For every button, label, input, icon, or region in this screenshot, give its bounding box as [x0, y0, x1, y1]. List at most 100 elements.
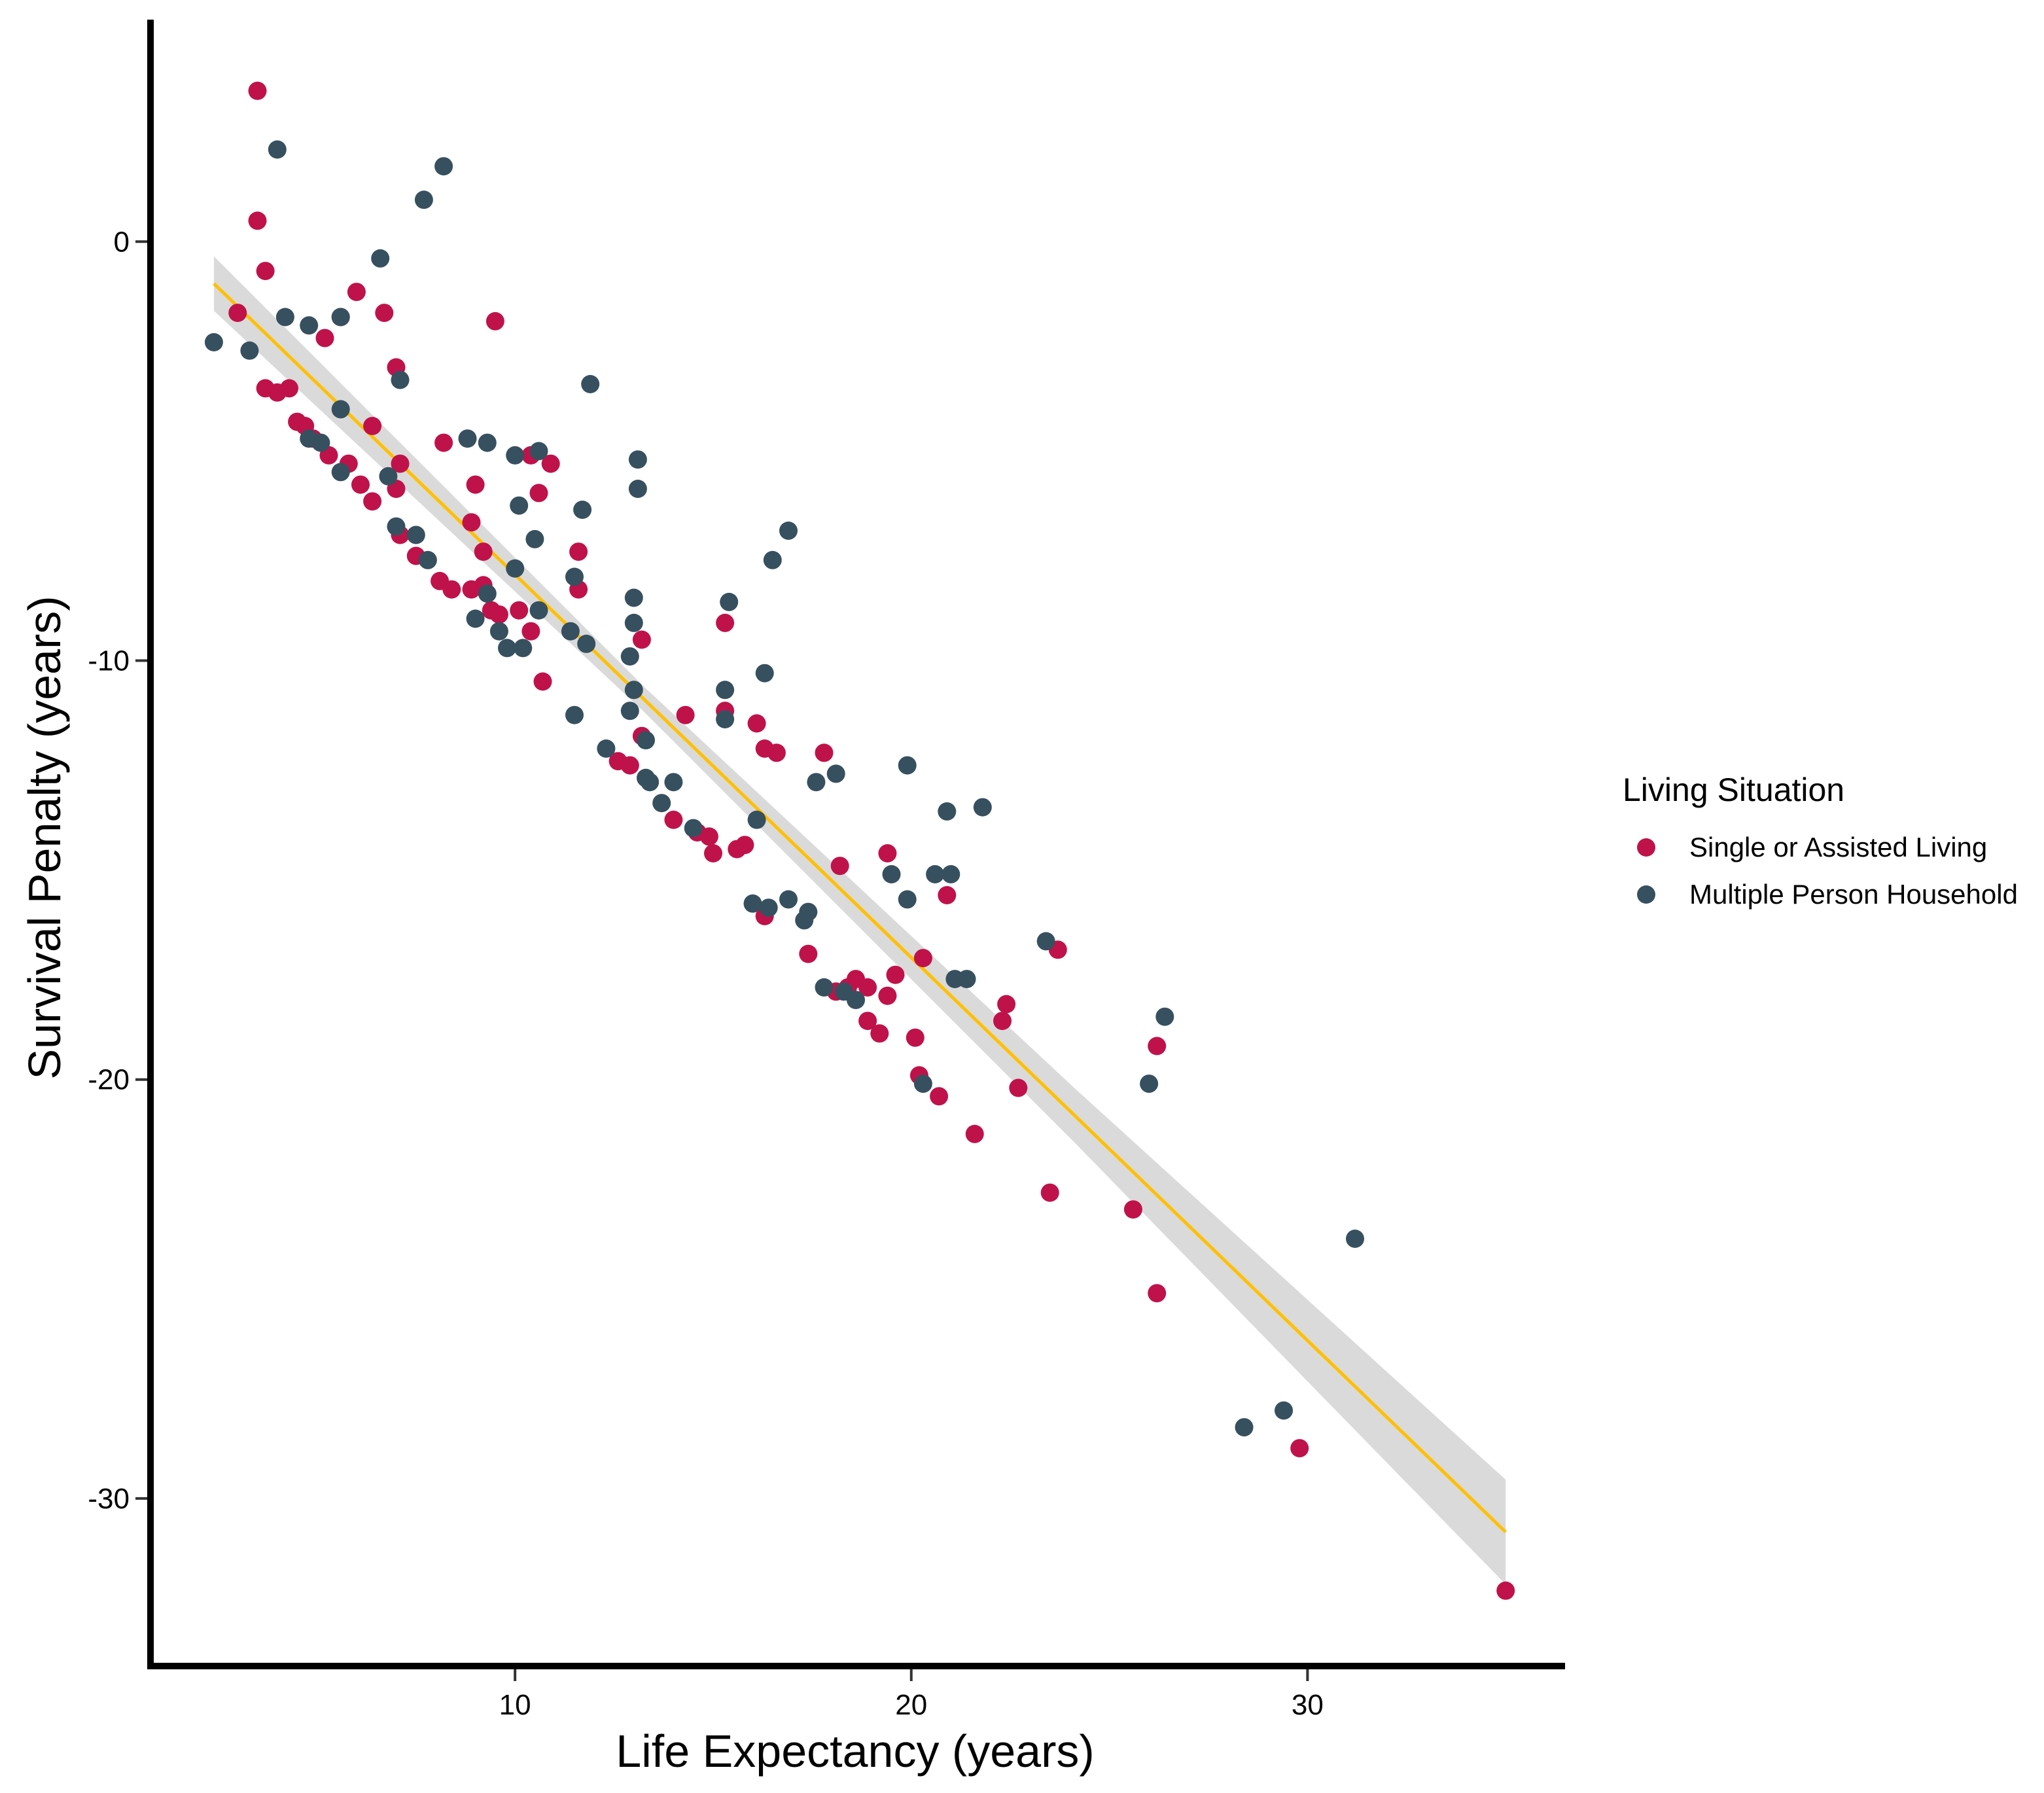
data-point: [478, 433, 497, 452]
data-point: [268, 140, 287, 159]
data-point: [514, 639, 533, 658]
legend-key-single: [1637, 838, 1655, 857]
data-point: [858, 978, 877, 997]
y-tick-label: -30: [88, 1483, 130, 1515]
data-point: [699, 827, 718, 846]
data-point: [898, 756, 917, 775]
data-point: [716, 681, 735, 700]
data-point: [799, 944, 818, 963]
data-point: [1155, 1007, 1174, 1026]
data-point: [510, 601, 529, 620]
regression-line: [213, 282, 1507, 1533]
data-point: [391, 370, 410, 389]
data-point: [458, 429, 477, 448]
data-point: [577, 634, 596, 653]
data-points-layer: [204, 81, 1515, 1600]
data-point: [311, 433, 330, 452]
data-point: [533, 672, 552, 691]
data-point: [779, 890, 798, 909]
data-point: [878, 844, 897, 862]
data-point: [1009, 1078, 1028, 1097]
data-point: [256, 262, 275, 281]
data-point: [569, 542, 588, 561]
data-point: [913, 949, 932, 968]
data-point: [489, 622, 508, 641]
data-point: [716, 710, 735, 729]
data-point: [973, 798, 992, 817]
data-point: [637, 731, 655, 750]
data-point: [379, 467, 398, 486]
series-multiple-person-household: [204, 140, 1364, 1437]
data-point: [565, 705, 584, 724]
data-point: [628, 450, 647, 469]
legend-label-multiple: Multiple Person Household: [1689, 879, 2018, 910]
data-point: [815, 978, 834, 997]
data-point: [510, 496, 529, 515]
data-point: [248, 211, 267, 230]
data-point: [684, 819, 703, 838]
data-point: [755, 664, 774, 683]
data-point: [498, 639, 516, 658]
data-point: [826, 764, 845, 783]
data-point: [434, 433, 453, 452]
data-point: [391, 454, 410, 473]
confidence-band: [213, 256, 1506, 1585]
data-point: [898, 890, 917, 909]
data-point: [847, 991, 865, 1010]
data-point: [743, 894, 762, 913]
data-point: [767, 743, 786, 762]
data-point: [664, 810, 683, 829]
data-point: [906, 1028, 925, 1047]
data-point: [747, 714, 766, 733]
data-point: [466, 609, 485, 628]
data-point: [965, 1124, 984, 1143]
y-axis-title: Survival Penalty (years): [19, 595, 70, 1079]
data-point: [942, 865, 960, 883]
data-point: [541, 454, 560, 473]
data-point: [351, 475, 370, 494]
data-point: [248, 81, 267, 100]
data-point: [1235, 1418, 1254, 1437]
regression-line-layer: [213, 282, 1507, 1533]
data-point: [418, 550, 437, 569]
y-tick-label: 0: [114, 226, 130, 258]
data-point: [462, 513, 481, 532]
data-point: [414, 190, 433, 209]
data-point: [676, 705, 695, 724]
legend-title: Living Situation: [1623, 772, 1844, 808]
data-point: [815, 743, 834, 762]
data-point: [371, 249, 390, 268]
data-point: [275, 308, 294, 327]
data-point: [628, 480, 647, 498]
data-point: [926, 865, 945, 883]
data-point: [387, 517, 406, 536]
data-point: [1290, 1439, 1309, 1458]
x-tick-label: 10: [499, 1689, 531, 1721]
data-point: [529, 442, 548, 461]
data-point: [561, 622, 580, 641]
data-point: [716, 613, 735, 632]
data-point: [597, 739, 616, 758]
data-point: [347, 283, 366, 302]
data-point: [406, 525, 425, 544]
data-point: [799, 902, 818, 921]
data-point: [882, 865, 901, 883]
data-point: [870, 1024, 889, 1043]
y-tick-label: -20: [88, 1064, 130, 1096]
data-point: [280, 379, 298, 398]
data-point: [1036, 932, 1055, 951]
data-point: [624, 613, 643, 632]
data-point: [228, 304, 247, 323]
data-point: [720, 592, 739, 611]
data-point: [529, 484, 548, 503]
data-point: [620, 701, 639, 720]
data-point: [506, 559, 525, 578]
confidence-band-layer: [213, 256, 1506, 1585]
data-point: [993, 1012, 1012, 1031]
data-point: [620, 647, 639, 666]
data-point: [957, 970, 976, 989]
data-point: [331, 400, 350, 419]
data-point: [1140, 1074, 1159, 1093]
data-point: [763, 550, 782, 569]
